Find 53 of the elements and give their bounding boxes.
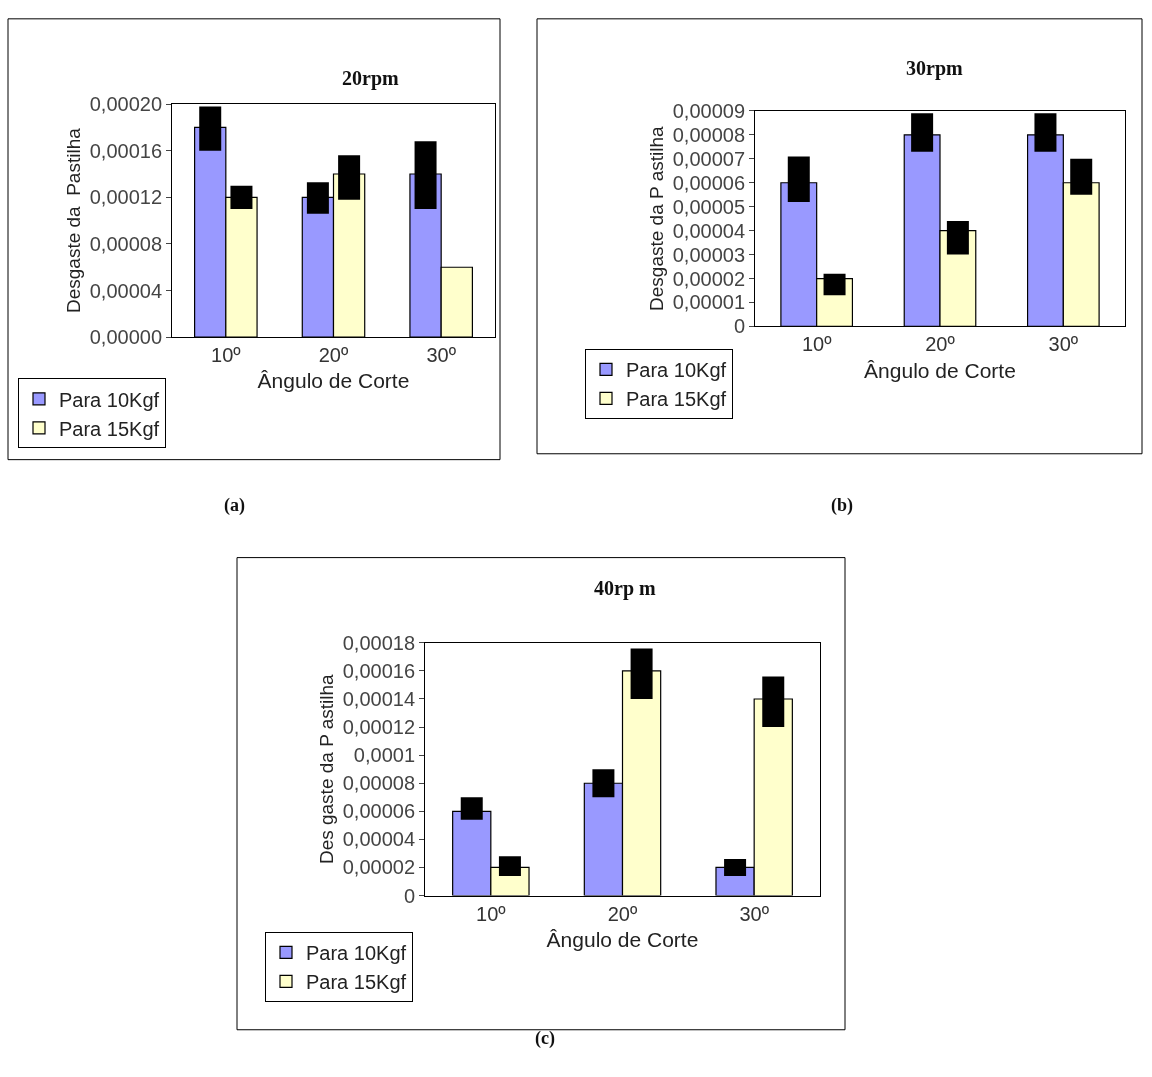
text: (a) [224, 495, 245, 516]
y-tick-label: 0,00004 [342, 828, 415, 851]
x-tick-label: 30º [1048, 333, 1079, 356]
y-tick-label: 0,0001 [353, 744, 415, 767]
x-tick-label: 10º [801, 333, 833, 356]
y-axis-title: Desgaste da Pastilha [62, 127, 84, 314]
y-tick-label: 0 [733, 315, 745, 338]
x-tick-label: 30º [426, 344, 457, 367]
legend-label: Para 10Kgf [306, 942, 407, 965]
x-tick-label: 20º [318, 344, 349, 367]
x-tick-label: 20º [925, 333, 956, 356]
y-tick-label: 0,00008 [672, 123, 745, 146]
y-tick-label: 0,00000 [89, 326, 162, 349]
x-axis-title: Ângulo de Corte [546, 927, 699, 951]
y-tick-label: 0,00018 [342, 631, 415, 654]
y-axis-title: Desgaste da P astilha [645, 126, 667, 311]
y-tick-label: 0,00002 [672, 267, 745, 290]
y-tick-label: 0,00012 [342, 716, 415, 739]
y-tick-label: 0,00016 [89, 139, 162, 162]
text: (b) [831, 495, 853, 516]
y-tick-label: 0,00007 [672, 147, 745, 170]
chart-title: 30rpm [906, 57, 963, 80]
y-tick-label: 0,00001 [672, 291, 745, 314]
legend-label: Para 15Kgf [626, 388, 727, 411]
chart-title: 20rpm [342, 67, 399, 90]
y-tick-label: 0,00016 [342, 659, 415, 682]
y-tick-label: 0,00014 [342, 687, 415, 710]
x-tick-label: 30º [739, 902, 770, 925]
y-tick-label: 0,00009 [672, 99, 745, 122]
text: (c) [535, 1028, 555, 1049]
legend-label: Para 10Kgf [626, 359, 727, 382]
x-tick-label: 10º [211, 344, 242, 367]
x-axis-title: Ângulo de Corte [864, 358, 1016, 382]
y-tick-label: 0,00008 [342, 772, 415, 795]
x-tick-label: 20º [607, 902, 638, 925]
y-tick-label: 0,00004 [672, 219, 745, 242]
y-tick-label: 0,00003 [672, 243, 745, 266]
y-tick-label: 0 [403, 884, 415, 907]
legend-label: Para 15Kgf [59, 417, 160, 440]
y-tick-label: 0,00008 [89, 232, 162, 255]
y-tick-label: 0,00006 [672, 171, 745, 194]
y-tick-label: 0,00002 [342, 856, 415, 879]
x-tick-label: 10º [476, 902, 507, 925]
x-axis-title: Ângulo de Corte [257, 369, 410, 393]
legend-label: Para 10Kgf [59, 388, 160, 411]
y-tick-label: 0,00005 [672, 195, 745, 218]
chart-title: 40rp m [594, 577, 656, 600]
y-tick-label: 0,00020 [89, 93, 162, 116]
y-tick-label: 0,00006 [342, 800, 415, 823]
y-tick-label: 0,00012 [89, 186, 162, 209]
y-tick-label: 0,00004 [89, 279, 162, 302]
legend-label: Para 15Kgf [306, 971, 407, 994]
y-axis-title: Des gaste da P astilha [315, 673, 337, 865]
